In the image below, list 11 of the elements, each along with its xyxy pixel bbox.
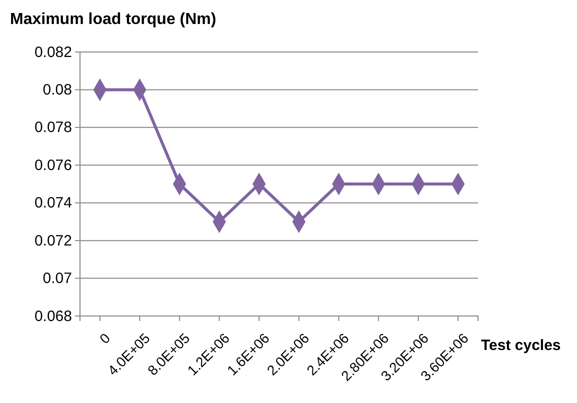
y-tick-label: 0.076 [34, 156, 72, 174]
x-axis-title: Test cycles [481, 337, 561, 354]
y-tick-label: 0.078 [34, 119, 72, 136]
y-tick-label: 0.072 [34, 232, 72, 250]
y-tick-label: 0.08 [42, 82, 72, 99]
x-tick-label: 0 [96, 330, 114, 347]
y-tick-label: 0.07 [42, 270, 72, 288]
chart-title: Maximum load torque (Nm) [10, 11, 216, 28]
y-tick-label: 0.082 [34, 44, 72, 61]
y-tick-label: 0.074 [34, 194, 72, 212]
y-tick-label: 0.068 [34, 308, 72, 325]
